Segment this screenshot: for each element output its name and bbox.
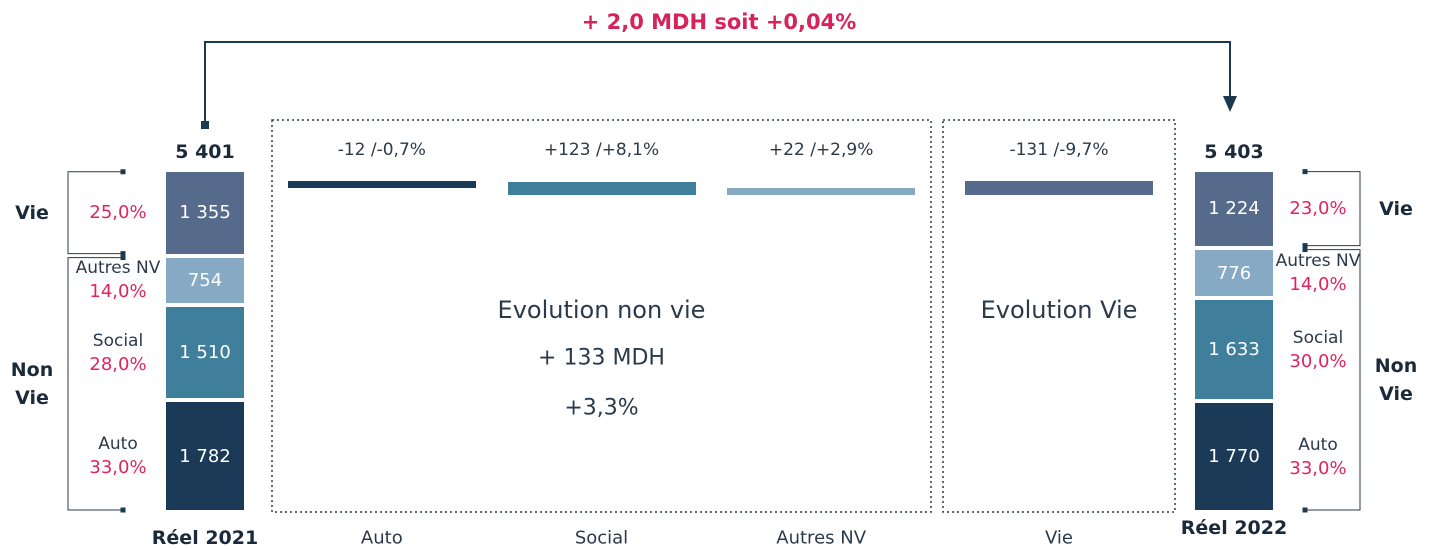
segment-label: Autres NV 14,0% [1273, 249, 1363, 297]
group-label: Vie [1379, 197, 1413, 220]
bracket-end [120, 251, 126, 257]
segment-share: 14,0% [1289, 274, 1347, 296]
segment-share: 25,0% [89, 201, 147, 223]
bar-segment: 1 355 [166, 171, 244, 254]
segment-value: 1 355 [179, 202, 231, 224]
group-label: Vie [15, 201, 49, 224]
bar-segment: 1 782 [166, 402, 244, 510]
step-label: -131 /-9,7% [1009, 140, 1109, 160]
bracket-end [120, 169, 126, 175]
bar-segment: 1 510 [166, 307, 244, 399]
total: 5 401 [175, 140, 235, 163]
bar-segment: 1 224 [1195, 171, 1273, 246]
segment-value: 1 510 [179, 342, 231, 364]
group-title: Evolution non vie [497, 296, 706, 324]
bar-segment: 754 [166, 257, 244, 304]
segment-share: 33,0% [1289, 457, 1347, 479]
step-bar [965, 181, 1153, 195]
group-label: Non Vie [10, 358, 54, 409]
period-label: Réel 2022 [1180, 517, 1288, 539]
segment-label: Social 30,0% [1273, 326, 1363, 374]
segment-name: Social [1292, 327, 1344, 348]
total: 5 403 [1204, 140, 1264, 163]
segment-label: Auto 33,0% [1273, 433, 1363, 481]
non-vie-box [271, 119, 932, 513]
segment-value: 1 770 [1208, 446, 1260, 468]
category-label: Vie [1045, 527, 1073, 549]
arrow-start [201, 121, 209, 129]
title: + 2,0 MDH soit +0,04% [581, 10, 857, 34]
bracket [67, 257, 123, 511]
bracket [67, 171, 123, 255]
arrow-head [1223, 96, 1237, 112]
segment-label: Social 28,0% [73, 329, 163, 377]
group-pct: +3,3% [564, 395, 639, 421]
group-title: Evolution Vie [980, 296, 1138, 324]
segment-name: Auto [1298, 434, 1338, 455]
step-bar [507, 181, 696, 195]
bracket [1305, 249, 1361, 511]
bracket-end [1302, 507, 1308, 513]
bracket-end [1302, 169, 1308, 175]
arrow [204, 41, 1231, 125]
category-label: Autres NV [776, 527, 867, 549]
bar-segment: 776 [1195, 249, 1273, 297]
segment-share: 30,0% [1289, 350, 1347, 372]
step-label: +123 /+8,1% [543, 140, 660, 160]
segment-name: Auto [98, 434, 138, 455]
bracket-end [120, 507, 126, 513]
step-bar [727, 187, 916, 195]
segment-share: 23,0% [1289, 197, 1347, 219]
bar-segment: 1 770 [1195, 403, 1273, 510]
segment-label: Auto 33,0% [73, 432, 163, 480]
bracket-end [120, 255, 126, 261]
category-label: Auto [360, 527, 403, 549]
step-bar [287, 181, 476, 188]
group-label: Non Vie [1374, 354, 1418, 405]
segment-name: Social [92, 330, 144, 351]
segment-label: 23,0% [1273, 197, 1363, 221]
vie-box [942, 119, 1176, 513]
segment-value: 754 [187, 269, 223, 291]
group-value: + 133 MDH [538, 345, 665, 371]
bracket [1305, 171, 1361, 247]
step-label: +22 /+2,9% [768, 140, 874, 160]
bar-segment: 1 633 [1195, 300, 1273, 400]
segment-value: 776 [1216, 262, 1252, 284]
segment-share: 33,0% [89, 457, 147, 479]
segment-share: 14,0% [89, 281, 147, 303]
period-label: Réel 2021 [151, 527, 259, 549]
category-label: Social [574, 527, 629, 549]
segment-label: 25,0% [73, 201, 163, 225]
segment-value: 1 224 [1208, 198, 1260, 220]
bracket-end [1302, 243, 1308, 249]
step-label: -12 /-0,7% [337, 140, 426, 160]
segment-name: Autres NV [75, 258, 161, 279]
segment-name: Autres NV [1275, 251, 1361, 272]
segment-label: Autres NV 14,0% [73, 256, 163, 304]
segment-value: 1 633 [1208, 339, 1260, 361]
segment-share: 28,0% [89, 353, 147, 375]
segment-value: 1 782 [179, 445, 231, 467]
bracket-end [1302, 247, 1308, 253]
